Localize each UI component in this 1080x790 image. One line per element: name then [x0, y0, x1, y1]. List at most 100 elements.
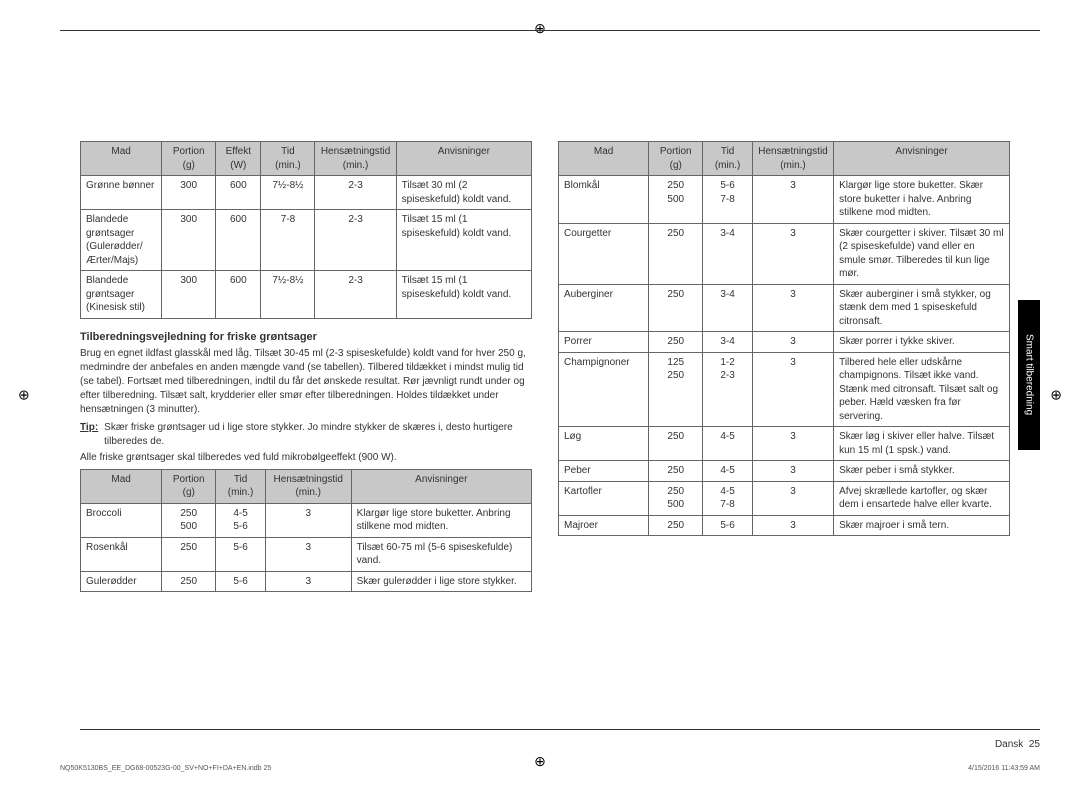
- table-cell: Blomkål: [559, 176, 649, 224]
- table-cell: 250500: [649, 481, 703, 515]
- side-tab-chapter: Smart tilberedning: [1018, 300, 1040, 450]
- tip-text: Skær friske grøntsager ud i lige store s…: [104, 421, 532, 449]
- table-cell: Gulerødder: [81, 571, 162, 592]
- table-row: Rosenkål2505-63Tilsæt 60-75 ml (5-6 spis…: [81, 537, 532, 571]
- table-cell: Tilsæt 15 ml (1 spiseskefuld) koldt vand…: [396, 271, 531, 319]
- table-cell: Tilsæt 30 ml (2 spiseskefuld) koldt vand…: [396, 176, 531, 210]
- table-cell: 125250: [649, 352, 703, 427]
- table-header: Portion(g): [162, 469, 216, 503]
- table-cell: Tilsæt 60-75 ml (5-6 spiseskefulde) vand…: [351, 537, 531, 571]
- table-cell: Grønne bønner: [81, 176, 162, 210]
- table-cell: Klargør lige store buketter. Anbring sti…: [351, 503, 531, 537]
- table-row: Porrer2503-43Skær porrer i tykke skiver.: [559, 332, 1010, 353]
- table-cell: 3-4: [703, 223, 753, 284]
- table-cell: 250: [162, 537, 216, 571]
- table-header: Tid(min.): [703, 142, 753, 176]
- table-cell: 3-4: [703, 332, 753, 353]
- table-header: Anvisninger: [351, 469, 531, 503]
- table-row: Blandede grøntsager (Kinesisk stil)30060…: [81, 271, 532, 319]
- table-cell: 3-4: [703, 284, 753, 332]
- table-cell: Klargør lige store buketter. Skær store …: [834, 176, 1010, 224]
- tip-row: Tip: Skær friske grøntsager ud i lige st…: [80, 421, 532, 449]
- table-cell: Rosenkål: [81, 537, 162, 571]
- table-cell: 7½-8½: [261, 176, 315, 210]
- table-cell: 300: [162, 210, 216, 271]
- table-cell: Auberginer: [559, 284, 649, 332]
- table-cell: 250: [649, 223, 703, 284]
- table-cell: 250: [649, 515, 703, 536]
- table-cell: 600: [216, 271, 261, 319]
- table-row: Grønne bønner3006007½-8½2-3Tilsæt 30 ml …: [81, 176, 532, 210]
- table-cell: 3: [265, 503, 351, 537]
- table-cell: Afvej skrællede kartofler, og skær dem i…: [834, 481, 1010, 515]
- page-content: MadPortion(g)Effekt(W)Tid(min.)Hensætnin…: [60, 30, 1040, 760]
- table-cell: Blandede grøntsager (Gulerødder/ Ærter/M…: [81, 210, 162, 271]
- table-cell: 3: [752, 481, 833, 515]
- table-cell: Tilbered hele eller udskårne champignons…: [834, 352, 1010, 427]
- table-cell: 300: [162, 271, 216, 319]
- table-cell: 5-6: [703, 515, 753, 536]
- table-header: Hensætningstid(min.): [315, 142, 396, 176]
- table-cell: 5-6: [216, 537, 266, 571]
- table-cell: Skær courgetter i skiver. Tilsæt 30 ml (…: [834, 223, 1010, 284]
- table-header: Anvisninger: [396, 142, 531, 176]
- table-header: Portion(g): [162, 142, 216, 176]
- table-cell: 250500: [162, 503, 216, 537]
- table-header: Tid(min.): [261, 142, 315, 176]
- table-header: Portion(g): [649, 142, 703, 176]
- table-row: Majroer2505-63Skær majroer i små tern.: [559, 515, 1010, 536]
- table-row: Løg2504-53Skær løg i skiver eller halve.…: [559, 427, 1010, 461]
- table-cell: 4-57-8: [703, 481, 753, 515]
- two-column-layout: MadPortion(g)Effekt(W)Tid(min.)Hensætnin…: [60, 30, 1040, 592]
- table-cell: 3: [752, 427, 833, 461]
- table-header: Effekt(W): [216, 142, 261, 176]
- table-cell: Tilsæt 15 ml (1 spiseskefuld) koldt vand…: [396, 210, 531, 271]
- section-title-fresh-veg: Tilberedningsvejledning for friske grønt…: [80, 331, 532, 343]
- table-fresh-veg-right: MadPortion(g)Tid(min.)Hensætningstid(min…: [558, 141, 1010, 536]
- table-cell: 7½-8½: [261, 271, 315, 319]
- table-cell: 5-6: [216, 571, 266, 592]
- table-cell: Majroer: [559, 515, 649, 536]
- table-row: Auberginer2503-43Skær auberginer i små s…: [559, 284, 1010, 332]
- table-cell: 3: [752, 223, 833, 284]
- table-cell: 3: [265, 571, 351, 592]
- table-row: Courgetter2503-43Skær courgetter i skive…: [559, 223, 1010, 284]
- table-cell: 250: [649, 332, 703, 353]
- footer-meta-filename: NQ50K5130BS_EE_DG68-00523G-00_SV+NO+FI+D…: [60, 765, 271, 772]
- table-row: Blandede grøntsager (Gulerødder/ Ærter/M…: [81, 210, 532, 271]
- page-footer-lang: Dansk 25: [995, 739, 1040, 750]
- table-row: Gulerødder2505-63Skær gulerødder i lige …: [81, 571, 532, 592]
- table-cell: 3: [752, 176, 833, 224]
- table-cell: 3: [265, 537, 351, 571]
- table-cell: Broccoli: [81, 503, 162, 537]
- table-cell: 1-22-3: [703, 352, 753, 427]
- footer-rule: [80, 729, 1040, 730]
- table-cell: 600: [216, 176, 261, 210]
- table-fresh-veg-left: MadPortion(g)Tid(min.)Hensætningstid(min…: [80, 469, 532, 593]
- table-cell: 2-3: [315, 271, 396, 319]
- table-cell: Skær gulerødder i lige store stykker.: [351, 571, 531, 592]
- table-cell: Skær majroer i små tern.: [834, 515, 1010, 536]
- right-column: MadPortion(g)Tid(min.)Hensætningstid(min…: [558, 31, 1040, 592]
- table-cell: 3: [752, 461, 833, 482]
- table-cell: 250: [649, 427, 703, 461]
- table-cell: 3: [752, 332, 833, 353]
- table-cell: 250: [649, 461, 703, 482]
- table-cell: Courgetter: [559, 223, 649, 284]
- table-cell: Skær løg i skiver eller halve. Tilsæt ku…: [834, 427, 1010, 461]
- table-cell: Skær porrer i tykke skiver.: [834, 332, 1010, 353]
- table-cell: 2-3: [315, 176, 396, 210]
- table-header: Mad: [81, 469, 162, 503]
- left-column: MadPortion(g)Effekt(W)Tid(min.)Hensætnin…: [60, 31, 532, 592]
- table-cell: 250: [649, 284, 703, 332]
- table-cell: 600: [216, 210, 261, 271]
- table-header: Mad: [559, 142, 649, 176]
- table-cell: 3: [752, 284, 833, 332]
- table-cell: 250: [162, 571, 216, 592]
- table-cell: 300: [162, 176, 216, 210]
- crop-mark-left: ⊕: [18, 387, 30, 404]
- table-header: Hensætningstid(min.): [265, 469, 351, 503]
- table-header: Tid(min.): [216, 469, 266, 503]
- table-row: Peber2504-53Skær peber i små stykker.: [559, 461, 1010, 482]
- table-cell: 250500: [649, 176, 703, 224]
